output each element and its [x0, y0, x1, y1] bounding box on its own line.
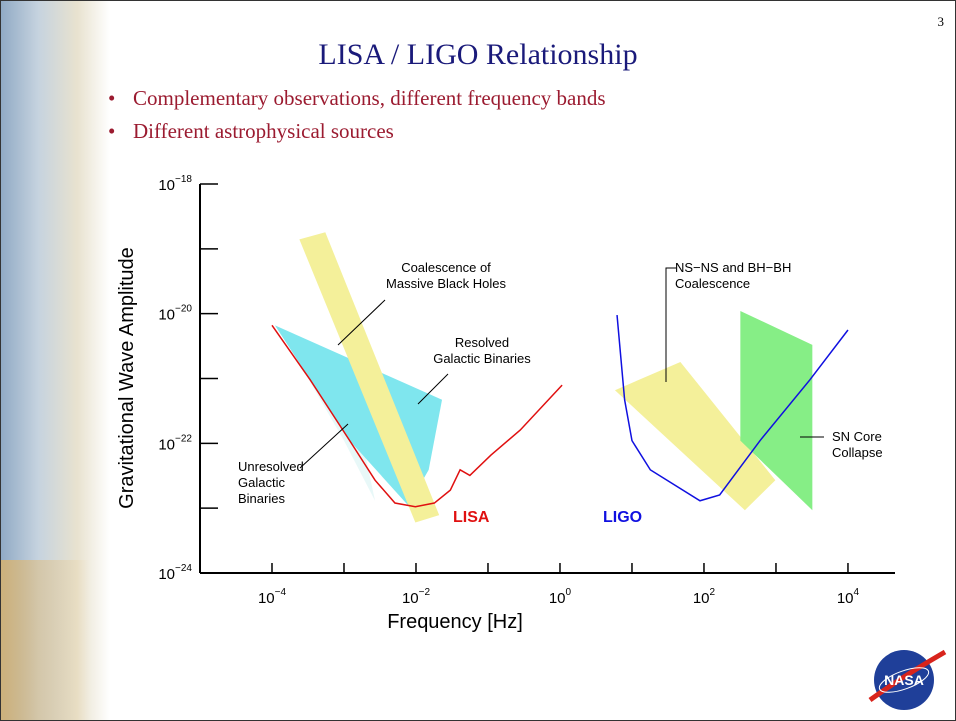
- annotation: Resolved: [455, 335, 509, 350]
- tick-label-base: 10: [158, 436, 175, 453]
- tick-label-base: 10: [158, 566, 175, 583]
- tick-label-base: 10: [258, 590, 275, 607]
- series-label: LIGO: [603, 509, 642, 526]
- tick-label-base: 10: [693, 590, 710, 607]
- tick-label: 10−20: [158, 304, 192, 324]
- annotation: Collapse: [832, 445, 883, 460]
- annotation: Binaries: [238, 491, 285, 506]
- annotation: Unresolved: [238, 459, 304, 474]
- tick-label-exponent: −4: [275, 587, 287, 598]
- slide: {"page_number": "3", "title": "LISA / LI…: [0, 0, 956, 721]
- annotation: Galactic Binaries: [433, 351, 531, 366]
- tick-label-exponent: −24: [175, 563, 192, 574]
- tick-label: 10−18: [158, 174, 192, 194]
- tick-label: 10−4: [258, 587, 287, 607]
- tick-label: 104: [837, 587, 860, 607]
- tick-label-base: 10: [837, 590, 854, 607]
- tick-label-exponent: 4: [854, 587, 860, 598]
- annotation: Coalescence of: [401, 260, 491, 275]
- leader-line: [300, 424, 348, 468]
- nasa-logo: NASA: [870, 650, 945, 710]
- tick-label: 10−2: [402, 587, 431, 607]
- tick-label-exponent: −2: [419, 587, 431, 598]
- annotation: SN Core: [832, 429, 882, 444]
- tick-label-base: 10: [402, 590, 419, 607]
- annotation: Coalescence: [675, 276, 750, 291]
- tick-label-exponent: −18: [175, 174, 192, 185]
- tick-label-base: 10: [158, 177, 175, 194]
- tick-label: 10−24: [158, 563, 192, 583]
- y-axis-label: Gravitational Wave Amplitude: [116, 247, 138, 509]
- logo-text: NASA: [884, 672, 924, 688]
- tick-label: 102: [693, 587, 716, 607]
- annotation: Massive Black Holes: [386, 276, 506, 291]
- tick-label-base: 10: [158, 307, 175, 324]
- tick-label: 100: [549, 587, 572, 607]
- tick-label-exponent: 2: [710, 587, 716, 598]
- tick-label-exponent: −20: [175, 304, 192, 315]
- annotation: NS−NS and BH−BH: [675, 260, 791, 275]
- tick-label: 10−22: [158, 433, 192, 453]
- chart: NASA Frequency [Hz] Gravitational Wave A…: [0, 0, 956, 721]
- tick-label-base: 10: [549, 590, 566, 607]
- annotation: Galactic: [238, 475, 285, 490]
- x-axis-label: Frequency [Hz]: [387, 611, 523, 633]
- tick-label-exponent: −22: [175, 433, 192, 444]
- series-label: LISA: [453, 509, 490, 526]
- tick-label-exponent: 0: [566, 587, 572, 598]
